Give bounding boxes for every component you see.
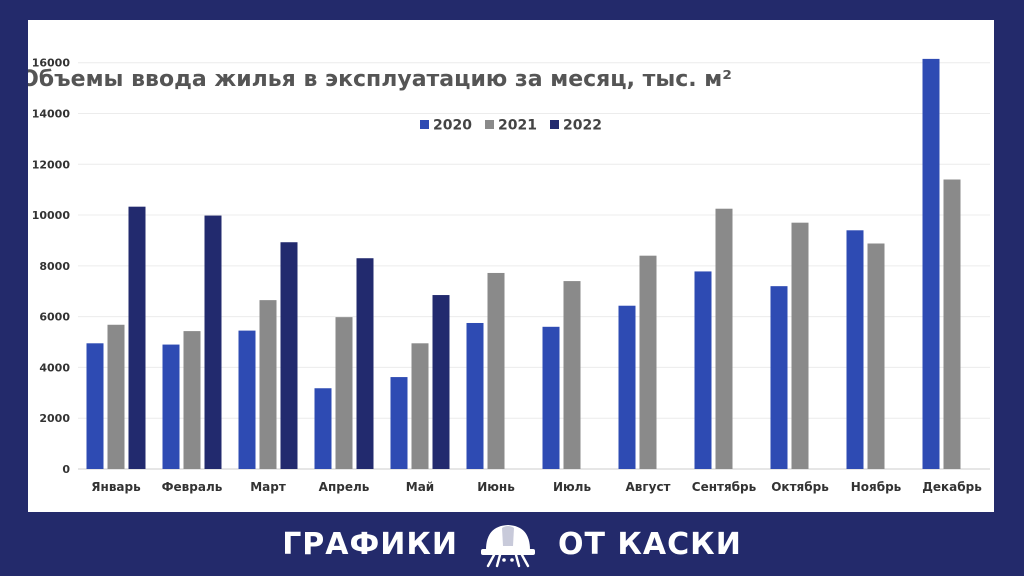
brand-left-text: ГРАФИКИ [282, 526, 458, 562]
hard-hat-icon [481, 525, 535, 568]
bar-2020 [846, 230, 864, 469]
y-tick-label: 0 [62, 463, 70, 476]
legend-label-2020: 2020 [433, 118, 472, 134]
bar-2020 [390, 377, 408, 469]
legend-label-2022: 2022 [563, 118, 602, 134]
x-tick-label: Ноябрь [851, 480, 902, 494]
bar-2021 [411, 343, 429, 469]
bars [86, 58, 961, 469]
x-tick-label: Март [250, 480, 286, 494]
x-tick-label: Январь [91, 480, 141, 494]
bar-2020 [618, 305, 636, 469]
bar-2021 [563, 281, 581, 469]
y-tick-label: 14000 [32, 107, 71, 120]
x-tick-label: Апрель [319, 480, 370, 494]
y-axis: 0 2000 4000 6000 8000 10000 12000 14000 16000 [32, 57, 71, 476]
x-axis: Январь Февраль Март Апрель Май Июнь Июль Август… [91, 480, 982, 494]
bar-2020 [542, 326, 560, 469]
bar-2021 [791, 222, 809, 469]
x-tick-label: Декабрь [922, 480, 982, 494]
bar-2021 [487, 272, 505, 469]
bar-2022 [128, 206, 146, 469]
bar-2021 [639, 255, 657, 469]
bar-2020 [466, 322, 484, 469]
x-tick-label: Сентябрь [692, 480, 757, 494]
bar-2020 [770, 286, 788, 469]
bar-chart: 0 2000 4000 6000 8000 10000 12000 14000 16000 Ян… [28, 57, 990, 494]
x-tick-label: Май [406, 480, 434, 494]
bar-2021 [183, 331, 201, 469]
y-tick-label: 12000 [32, 158, 71, 171]
y-tick-label: 8000 [39, 260, 70, 273]
legend-label-2021: 2021 [498, 118, 537, 134]
bar-2022 [432, 295, 450, 469]
bar-2020 [86, 343, 104, 469]
x-tick-label: Июнь [477, 480, 515, 494]
brand-right-text: ОТ КАСКИ [558, 526, 742, 562]
chart-title: Объемы ввода жилья в эксплуатацию за мес… [28, 67, 732, 92]
x-tick-label: Февраль [162, 480, 223, 494]
bar-2020 [694, 271, 712, 469]
footer-branding: ГРАФИКИ ОТ КАСКИ [0, 512, 1024, 576]
y-tick-label: 2000 [39, 412, 70, 425]
bar-2021 [335, 317, 353, 469]
bar-2021 [259, 300, 277, 469]
bar-2022 [356, 258, 374, 469]
legend-swatch-2021 [485, 120, 494, 129]
legend-swatch-2020 [420, 120, 429, 129]
legend: 2020 2021 2022 [420, 118, 602, 134]
x-tick-label: Август [625, 480, 670, 494]
x-tick-label: Октябрь [771, 480, 829, 494]
bar-2021 [943, 179, 961, 469]
bar-2022 [204, 215, 222, 469]
y-tick-label: 6000 [39, 311, 70, 324]
y-tick-label: 10000 [32, 209, 71, 222]
bar-2020 [922, 58, 940, 469]
chart-panel: 0 2000 4000 6000 8000 10000 12000 14000 16000 Ян… [28, 20, 994, 512]
bar-2021 [107, 324, 125, 469]
y-tick-label: 4000 [39, 361, 70, 374]
legend-swatch-2022 [550, 120, 559, 129]
x-tick-label: Июль [553, 480, 591, 494]
bar-2022 [280, 242, 298, 469]
grid-lines [78, 62, 990, 470]
y-tick-label: 16000 [32, 57, 71, 70]
bar-2020 [314, 388, 332, 469]
bar-2021 [715, 208, 733, 469]
bar-2021 [867, 243, 885, 469]
bar-2020 [162, 344, 180, 469]
bar-2020 [238, 330, 256, 469]
